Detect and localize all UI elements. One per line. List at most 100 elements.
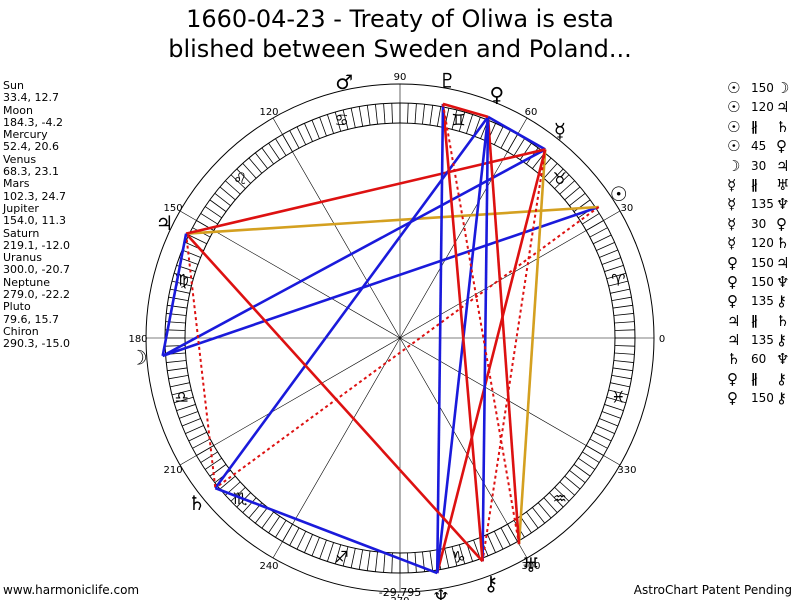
degree-label: 180 xyxy=(128,334,147,345)
aspect-row: ♀ 150 ⚷ xyxy=(727,389,797,408)
degree-label: 150 xyxy=(164,203,183,214)
planet-glyph-moon: ☽ xyxy=(130,346,148,370)
aspect-angle: ∦ xyxy=(751,119,758,135)
footer-website: www.harmoniclife.com xyxy=(3,583,140,597)
planet-coords-pluto: 79.6, 15.7 xyxy=(3,312,59,326)
aspect-planet-1: ☉ xyxy=(727,98,741,117)
degree-label: 330 xyxy=(617,465,636,476)
degree-tick xyxy=(519,142,532,160)
degree-tick xyxy=(204,457,222,470)
house-spoke xyxy=(272,117,401,339)
zodiac-sign-glyph: ♐ xyxy=(334,547,348,566)
footer-patent: AstroChart Patent Pending xyxy=(633,583,792,597)
planet-coords-uranus: 300.0, -20.7 xyxy=(3,263,70,277)
aspect-planet-1: ♀ xyxy=(727,369,738,388)
zodiac-sign-glyph: ♓ xyxy=(611,387,625,406)
aspect-lines xyxy=(161,102,600,575)
degree-tick xyxy=(350,548,356,568)
aspect-planet-1: ♃ xyxy=(727,331,741,350)
aspect-angle: 150 xyxy=(751,81,774,95)
aspect-line xyxy=(435,103,445,574)
degree-tick xyxy=(176,404,196,411)
planet-name-moon: Moon xyxy=(3,103,33,117)
degree-tick xyxy=(375,104,378,125)
aspect-row: ☉ 120 ♃ xyxy=(727,98,797,117)
planet-glyph-chiron: ⚷ xyxy=(484,572,499,596)
chart-title-line-2: blished between Sweden and Poland... xyxy=(168,35,632,63)
aspect-planet-2: ⚷ xyxy=(776,389,787,408)
planet-glyph-pluto: ♇ xyxy=(438,68,456,92)
aspect-list: ☉ 150 ☽ ☉ 120 ♃ ☉ ∦ ♄ ☉ 45 ♀ ☽ 30 ♃ ☿ ∦ ♅ ☿ 135 ♆ ☿ 30 ♀ ☿ 120 ♄ ♀ 1… xyxy=(727,79,797,409)
aspect-line xyxy=(441,103,520,545)
aspect-planet-2: ♃ xyxy=(776,253,790,272)
degree-tick xyxy=(614,345,635,347)
degree-tick xyxy=(327,114,334,134)
aspect-planet-2: ♄ xyxy=(776,311,790,330)
degree-tick xyxy=(613,313,634,316)
degree-tick xyxy=(383,552,386,573)
aspect-planet-1: ☿ xyxy=(727,195,737,214)
degree-tick xyxy=(593,431,612,442)
aspect-angle: 120 xyxy=(751,236,774,251)
degree-tick xyxy=(537,502,552,519)
degree-tick xyxy=(604,404,624,411)
planet-name-uranus: Uranus xyxy=(3,251,42,265)
degree-tick xyxy=(606,272,627,280)
aspect-angle: 135 xyxy=(751,333,774,348)
zodiac-sign-glyph: ♒ xyxy=(553,489,567,508)
degree-tick xyxy=(168,374,189,380)
degree-tick xyxy=(466,114,473,134)
aspect-line xyxy=(161,233,188,357)
degree-tick xyxy=(564,186,581,201)
aspect-angle: 60 xyxy=(751,352,767,367)
aspect-planet-1: ☉ xyxy=(727,117,741,136)
degree-tick xyxy=(549,492,564,508)
degree-tick xyxy=(188,234,207,245)
aspect-line xyxy=(441,103,484,562)
degree-label: 60 xyxy=(525,107,538,118)
aspect-planet-1: ♀ xyxy=(727,389,738,408)
aspect-angle: ∦ xyxy=(751,313,758,329)
degree-tick xyxy=(458,544,466,565)
planet-glyph-mars: ♂ xyxy=(335,70,353,94)
degree-tick xyxy=(436,106,442,127)
degree-tick xyxy=(599,249,619,258)
degree-tick xyxy=(451,546,458,567)
degree-tick xyxy=(611,374,632,380)
planet-name-mercury: Mercury xyxy=(3,128,48,142)
planet-coords-chiron: 290.3, -15.0 xyxy=(3,337,70,351)
planet-name-neptune: Neptune xyxy=(3,275,51,289)
planet-coords-neptune: 279.0, -22.2 xyxy=(3,288,70,302)
degree-tick xyxy=(319,539,327,559)
house-spoke xyxy=(399,210,621,339)
degree-tick xyxy=(261,147,274,165)
aspect-planet-2: ♆ xyxy=(776,350,790,369)
degree-tick xyxy=(451,109,458,130)
degree-tick xyxy=(578,457,596,470)
aspect-row: ☉ 45 ♀ xyxy=(727,137,797,156)
degree-tick xyxy=(608,280,629,287)
aspect-planet-2: ⚷ xyxy=(776,331,787,350)
degree-tick xyxy=(170,382,190,388)
degree-tick xyxy=(219,475,236,490)
aspect-planet-1: ☽ xyxy=(727,156,741,175)
aspect-angle: ∦ xyxy=(751,177,758,193)
aspect-planet-1: ☿ xyxy=(727,214,737,233)
degree-tick xyxy=(549,168,564,184)
aspect-planet-2: ♄ xyxy=(776,117,790,136)
degree-tick xyxy=(500,527,511,546)
degree-tick xyxy=(569,193,586,206)
degree-tick xyxy=(513,138,525,156)
degree-tick xyxy=(230,174,246,189)
zodiac-sign-glyph: ♋ xyxy=(334,111,348,130)
degree-tick xyxy=(554,487,570,502)
degree-tick xyxy=(391,103,393,124)
degree-tick xyxy=(296,531,307,550)
aspect-line xyxy=(435,149,547,574)
aspect-planet-2: ♄ xyxy=(776,234,790,253)
aspect-planet-2: ♃ xyxy=(776,156,790,175)
zodiac-sign-glyph: ♉ xyxy=(553,169,567,188)
aspect-row: ☿ ∦ ♅ xyxy=(727,176,797,195)
aspect-planet-1: ♀ xyxy=(727,253,738,272)
aspect-angle: 30 xyxy=(751,216,767,231)
